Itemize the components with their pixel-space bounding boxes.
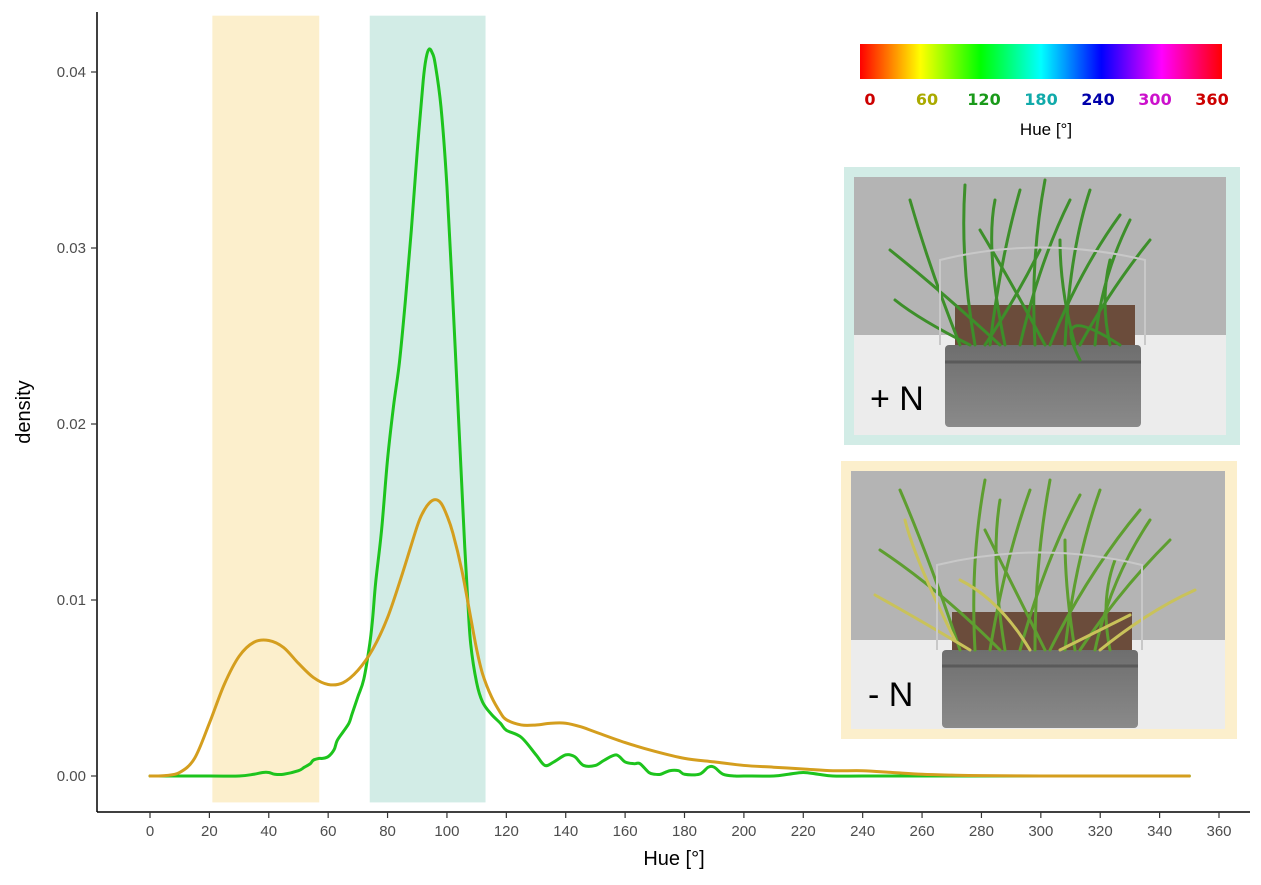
- y-tick-label: 0.00: [57, 768, 86, 785]
- x-tick-label: 360: [1206, 823, 1231, 840]
- hue-colorbar-tick-label: 0: [864, 90, 875, 109]
- hue-colorbar-tick-label: 180: [1024, 90, 1057, 109]
- hue-colorbar-tick-label: 120: [967, 90, 1000, 109]
- x-tick-label: 120: [494, 823, 519, 840]
- density-curves: [148, 47, 1191, 778]
- y-tick-label: 0.03: [57, 240, 86, 257]
- x-tick-label: 40: [260, 823, 277, 840]
- plant-leaves: [878, 478, 1172, 652]
- wire-cage: [939, 246, 1146, 345]
- x-axis-title: Hue [°]: [643, 848, 704, 870]
- x-tick-label: 100: [434, 823, 459, 840]
- hue-colorbar-tick-label: 300: [1138, 90, 1171, 109]
- x-tick-label: 80: [379, 823, 396, 840]
- hue-colorbar-tick-label: 360: [1195, 90, 1228, 109]
- crate: [942, 650, 1138, 728]
- crate: [945, 345, 1141, 427]
- highlight-band-1: [369, 15, 486, 803]
- density-line-0: [148, 47, 1191, 778]
- x-tick-label: 260: [910, 823, 935, 840]
- hue-colorbar-labels: 0 60 120 180 240 300 360: [864, 90, 1228, 109]
- highlight-band-0: [212, 15, 320, 803]
- density-line-1: [148, 498, 1191, 778]
- hue-colorbar-title: Hue [°]: [1020, 120, 1072, 139]
- y-tick-label: 0.01: [57, 592, 86, 609]
- inset-label-plus-n: + N: [870, 380, 924, 418]
- inset-photo-plus-n: + N: [844, 167, 1240, 445]
- x-tick-label: 220: [791, 823, 816, 840]
- x-tick-label: 180: [672, 823, 697, 840]
- hue-colorbar: 0 60 120 180 240 300 360 Hue [°]: [860, 44, 1229, 139]
- inset-label-minus-n: - N: [868, 676, 913, 714]
- x-axis-ticks: 0 20 40 60 80 100 120 140 160 180 200 220 240 260 280 3…: [146, 812, 1232, 840]
- hue-gradient-bar: [860, 44, 1222, 79]
- hue-colorbar-tick-label: 240: [1081, 90, 1114, 109]
- x-tick-label: 160: [613, 823, 638, 840]
- yellowing-leaves: [873, 518, 1197, 652]
- y-tick-label: 0.02: [57, 416, 86, 433]
- x-tick-label: 140: [553, 823, 578, 840]
- plant-leaves: [888, 178, 1152, 362]
- x-tick-label: 300: [1028, 823, 1053, 840]
- x-tick-label: 200: [731, 823, 756, 840]
- x-tick-label: 0: [146, 823, 154, 840]
- x-tick-label: 280: [969, 823, 994, 840]
- hue-colorbar-tick-label: 60: [916, 90, 938, 109]
- x-tick-label: 340: [1147, 823, 1172, 840]
- y-axis-ticks: 0.00 0.01 0.02 0.03 0.04: [57, 64, 97, 785]
- x-tick-label: 60: [320, 823, 337, 840]
- y-tick-label: 0.04: [57, 64, 86, 81]
- x-tick-label: 320: [1088, 823, 1113, 840]
- x-tick-label: 240: [850, 823, 875, 840]
- inset-photo-minus-n: - N: [841, 461, 1237, 739]
- wire-cage: [936, 551, 1143, 650]
- x-tick-label: 20: [201, 823, 218, 840]
- y-axis-title: density: [13, 380, 35, 443]
